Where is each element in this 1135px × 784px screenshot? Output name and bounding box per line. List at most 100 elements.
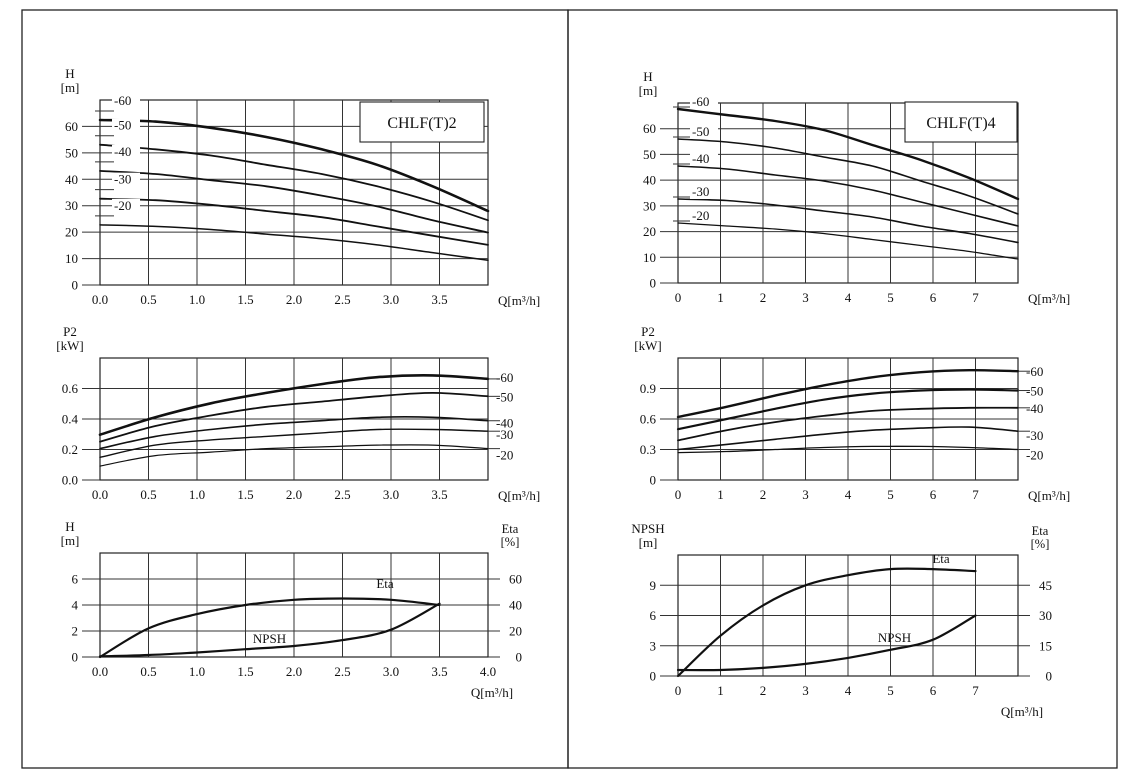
x-tick-label: 4.0 (480, 664, 496, 679)
y-tick-label: 0 (72, 278, 79, 293)
series-line-eta (98, 597, 441, 659)
series-line-40neg (677, 406, 1019, 442)
y2-tick-label: 0 (1046, 669, 1053, 684)
y-tick-label: 10 (643, 250, 656, 265)
x-tick-label: 0.5 (140, 292, 156, 307)
y-tick-label: 0 (650, 669, 657, 684)
x-tick-label: 3 (802, 487, 809, 502)
y-tick-label: 6 (650, 608, 657, 623)
series-label: -60 (1026, 364, 1043, 379)
series-label: Eta (932, 551, 950, 566)
series-label: -40 (496, 416, 513, 431)
y-tick-label: 0.2 (62, 442, 78, 457)
y-axis-unit: [m] (639, 535, 658, 550)
series-label-backdrop (112, 94, 140, 109)
y-tick-label: 30 (65, 198, 78, 213)
y-tick-label: 0.4 (62, 412, 79, 427)
y-tick-label: 0 (650, 473, 657, 488)
series-line-npsh (676, 614, 977, 672)
y2-tick-label: 0 (516, 650, 523, 665)
series-label-backdrop (112, 198, 140, 213)
x-axis-label: Q[m³/h] (1028, 488, 1070, 503)
x-tick-label: 2 (760, 487, 767, 502)
x-tick-label: 1.5 (237, 292, 253, 307)
chlf4-head-chart: 0 1 2 3 4 5 6 7 0 10 20 30 40 50 60 H[m] Q[m³/h] CHLF(T)4… (639, 69, 1071, 306)
x-tick-label: 6 (930, 683, 937, 698)
x-tick-label: 6 (930, 487, 937, 502)
series-line-50neg (676, 388, 1020, 431)
x-axis-label: Q[m³/h] (1028, 291, 1070, 306)
y-tick-label: 6 (72, 572, 79, 587)
chart-title-box (359, 101, 485, 143)
x-tick-label: 3 (802, 290, 809, 305)
series-label: -30 (692, 184, 709, 199)
series-label: -20 (1026, 448, 1043, 463)
chlf2-head-chart: 0.0 0.5 1.0 1.5 2.0 2.5 3.0 3.5 0 10 20 30 40 50 60 H[m… (61, 66, 541, 308)
x-tick-label: 2.0 (286, 487, 302, 502)
series-line-50neg (99, 143, 489, 222)
series-label: -40 (692, 151, 709, 166)
x-tick-label: 1.5 (237, 487, 253, 502)
y-tick-label: 0.9 (640, 381, 656, 396)
series-label: -60 (114, 93, 131, 108)
x-tick-label: 4 (845, 487, 852, 502)
y2-tick-label: 40 (509, 598, 522, 613)
y-tick-label: 3 (650, 638, 657, 653)
x-tick-label: 3.5 (431, 292, 447, 307)
y2-axis-unit: [%] (1031, 537, 1050, 551)
chart-title-box (904, 101, 1018, 143)
series-line-60neg (98, 118, 490, 213)
y-tick-label: 0.0 (62, 473, 78, 488)
x-tick-label: 3 (802, 683, 809, 698)
series-label: -30 (1026, 428, 1043, 443)
series-label: -30 (114, 172, 131, 187)
x-axis-label: Q[m³/h] (1001, 704, 1043, 719)
x-tick-label: 1.5 (237, 664, 253, 679)
series-label-backdrop (112, 172, 140, 187)
chart-title: CHLF(T)2 (387, 115, 456, 132)
x-tick-label: 3.0 (383, 292, 399, 307)
series-label-backdrop (690, 125, 718, 139)
x-tick-label: 7 (972, 487, 979, 502)
x-tick-label: 1 (717, 487, 724, 502)
series-label: -40 (1026, 401, 1043, 416)
x-tick-label: 2.5 (334, 487, 350, 502)
y-tick-label: 20 (65, 225, 78, 240)
x-tick-label: 4 (845, 683, 852, 698)
y2-tick-label: 60 (509, 572, 522, 587)
x-tick-label: 1.0 (189, 292, 205, 307)
series-line-eta (676, 567, 977, 678)
y-tick-label: 0.6 (640, 412, 657, 427)
series-label: -50 (1026, 384, 1043, 399)
series-line-40neg (677, 165, 1019, 227)
series-line-30neg (677, 426, 1019, 451)
y2-tick-label: 30 (1039, 608, 1052, 623)
series-label: -50 (692, 124, 709, 139)
x-tick-label: 3.5 (431, 487, 447, 502)
series-line-30neg (99, 428, 489, 458)
y-axis-label: NPSH (631, 521, 664, 536)
x-tick-label: 4 (845, 290, 852, 305)
series-line-30neg (99, 197, 489, 246)
y-axis-unit: [kW] (634, 338, 661, 353)
y2-tick-label: 45 (1039, 578, 1052, 593)
x-tick-label: 3.5 (431, 664, 447, 679)
series-line-npsh (98, 602, 441, 658)
y-tick-label: 9 (650, 578, 657, 593)
y2-tick-label: 20 (509, 624, 522, 639)
x-axis-label: Q[m³/h] (498, 488, 540, 503)
page-frame-right (567, 9, 1118, 769)
series-label-backdrop (112, 144, 140, 159)
x-tick-label: 2.5 (334, 292, 350, 307)
y-axis-unit: [kW] (56, 338, 83, 353)
y-tick-label: 10 (65, 251, 78, 266)
y2-axis-unit: [%] (501, 535, 520, 549)
chlf2-eta-npsh-chart: 0.0 0.5 1.0 1.5 2.0 2.5 3.0 3.5 4.002460204060Et… (61, 519, 522, 700)
series-label: -50 (496, 389, 513, 404)
series-label: NPSH (253, 631, 286, 646)
x-tick-label: 2 (760, 290, 767, 305)
series-label: NPSH (878, 630, 911, 645)
series-label-backdrop (690, 209, 718, 223)
y-tick-label: 0 (650, 276, 657, 291)
